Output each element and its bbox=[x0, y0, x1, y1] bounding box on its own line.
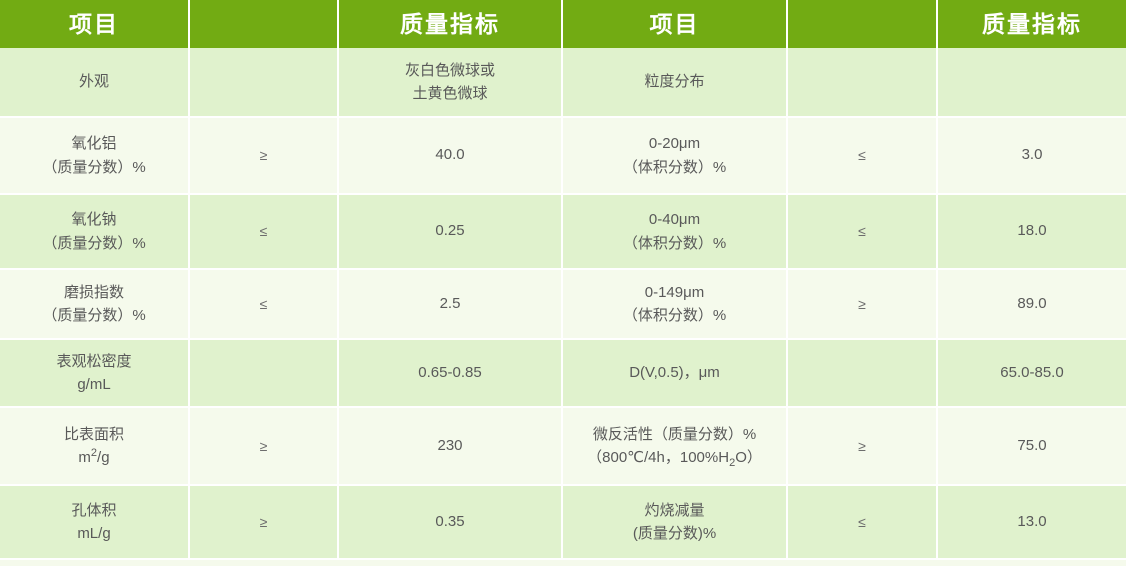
cell-operator-left: ≥ bbox=[190, 118, 339, 195]
cell-operator-right: ≤ bbox=[788, 486, 938, 560]
cell-item-right: 0-149μm （体积分数）% bbox=[563, 270, 788, 340]
table-body: 外观 灰白色微球或 土黄色微球 粒度分布 氧化铝 （质量分数）% ≥ 40.0 … bbox=[0, 48, 1126, 560]
table-row: 氧化钠 （质量分数）% ≤ 0.25 0-40μm （体积分数）% ≤ 18.0 bbox=[0, 195, 1126, 270]
cell-operator-left bbox=[190, 340, 339, 408]
cell-item-right-line1: 微反活性（质量分数）% bbox=[592, 425, 757, 443]
cell-item-left: 氧化铝 （质量分数）% bbox=[0, 118, 190, 195]
cell-operator-right bbox=[788, 48, 938, 118]
cell-item-left-post: /g bbox=[97, 449, 110, 466]
header-item-right: 项目 bbox=[563, 0, 788, 48]
cell-item-right: 0-20μm （体积分数）% bbox=[563, 118, 788, 195]
cell-value-right bbox=[938, 48, 1126, 118]
cell-item-left-superscript: 2 bbox=[90, 447, 98, 459]
table-row: 比表面积 m2/g ≥ 230 微反活性（质量分数）% （800℃/4h，100%… bbox=[0, 408, 1126, 486]
header-row: 项目 质量指标 项目 质量指标 bbox=[0, 0, 1126, 48]
cell-value-right: 13.0 bbox=[938, 486, 1126, 560]
cell-value-right: 75.0 bbox=[938, 408, 1126, 486]
header-index-right: 质量指标 bbox=[938, 0, 1126, 48]
cell-value-left: 灰白色微球或 土黄色微球 bbox=[339, 48, 563, 118]
cell-operator-right: ≥ bbox=[788, 408, 938, 486]
cell-operator-right: ≥ bbox=[788, 270, 938, 340]
cell-item-right: 0-40μm （体积分数）% bbox=[563, 195, 788, 270]
cell-operator-left: ≤ bbox=[190, 270, 339, 340]
cell-item-left: 表观松密度 g/mL bbox=[0, 340, 190, 408]
cell-item-right-line2-pre: （800℃/4h，100%H bbox=[587, 449, 730, 466]
cell-item-left: 比表面积 m2/g bbox=[0, 408, 190, 486]
cell-item-right: 灼烧减量 (质量分数)% bbox=[563, 486, 788, 560]
table-row: 氧化铝 （质量分数）% ≥ 40.0 0-20μm （体积分数）% ≤ 3.0 bbox=[0, 118, 1126, 195]
cell-value-left: 0.35 bbox=[339, 486, 563, 560]
cell-item-right-subscript: 2 bbox=[729, 457, 736, 469]
cell-item-left: 孔体积 mL/g bbox=[0, 486, 190, 560]
table-row: 表观松密度 g/mL 0.65-0.85 D(V,0.5)，μm 65.0-85… bbox=[0, 340, 1126, 408]
table-header: 项目 质量指标 项目 质量指标 bbox=[0, 0, 1126, 48]
table-row: 磨损指数 （质量分数）% ≤ 2.5 0-149μm （体积分数）% ≥ 89.… bbox=[0, 270, 1126, 340]
cell-value-left: 2.5 bbox=[339, 270, 563, 340]
cell-item-right: 微反活性（质量分数）% （800℃/4h，100%H2O） bbox=[563, 408, 788, 486]
cell-value-right: 65.0-85.0 bbox=[938, 340, 1126, 408]
header-item-left: 项目 bbox=[0, 0, 190, 48]
cell-item-left: 氧化钠 （质量分数）% bbox=[0, 195, 190, 270]
cell-value-left: 0.65-0.85 bbox=[339, 340, 563, 408]
cell-operator-right: ≤ bbox=[788, 195, 938, 270]
cell-value-right: 89.0 bbox=[938, 270, 1126, 340]
cell-value-left: 0.25 bbox=[339, 195, 563, 270]
header-operator-left bbox=[190, 0, 339, 48]
cell-operator-left: ≥ bbox=[190, 408, 339, 486]
cell-item-left: 磨损指数 （质量分数）% bbox=[0, 270, 190, 340]
cell-item-left: 外观 bbox=[0, 48, 190, 118]
cell-operator-left bbox=[190, 48, 339, 118]
cell-item-right: D(V,0.5)，μm bbox=[563, 340, 788, 408]
cell-operator-left: ≥ bbox=[190, 486, 339, 560]
cell-operator-right bbox=[788, 340, 938, 408]
cell-item-right-line2-post: O） bbox=[735, 449, 762, 466]
header-operator-right bbox=[788, 0, 938, 48]
cell-value-left: 230 bbox=[339, 408, 563, 486]
header-index-left: 质量指标 bbox=[339, 0, 563, 48]
cell-value-left: 40.0 bbox=[339, 118, 563, 195]
cell-item-right: 粒度分布 bbox=[563, 48, 788, 118]
cell-operator-right: ≤ bbox=[788, 118, 938, 195]
cell-operator-left: ≤ bbox=[190, 195, 339, 270]
cell-value-right: 18.0 bbox=[938, 195, 1126, 270]
table-row: 孔体积 mL/g ≥ 0.35 灼烧减量 (质量分数)% ≤ 13.0 bbox=[0, 486, 1126, 560]
table-row: 外观 灰白色微球或 土黄色微球 粒度分布 bbox=[0, 48, 1126, 118]
clipped-next-row bbox=[0, 560, 1126, 566]
cell-value-right: 3.0 bbox=[938, 118, 1126, 195]
cell-item-left-pre: 比表面积 m bbox=[63, 425, 124, 466]
